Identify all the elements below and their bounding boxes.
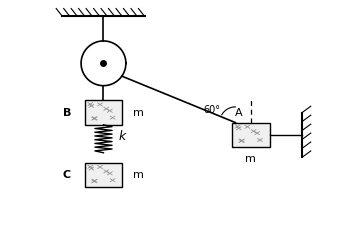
Text: A: A — [235, 108, 243, 118]
Bar — [85, 163, 122, 187]
Text: 60°: 60° — [203, 105, 220, 115]
Text: C: C — [63, 170, 71, 180]
Text: m: m — [132, 170, 143, 180]
Bar — [85, 100, 122, 125]
Text: B: B — [63, 108, 71, 117]
Bar — [232, 123, 270, 147]
Text: k: k — [119, 130, 126, 143]
Text: m: m — [245, 154, 256, 164]
Text: m: m — [132, 108, 143, 117]
